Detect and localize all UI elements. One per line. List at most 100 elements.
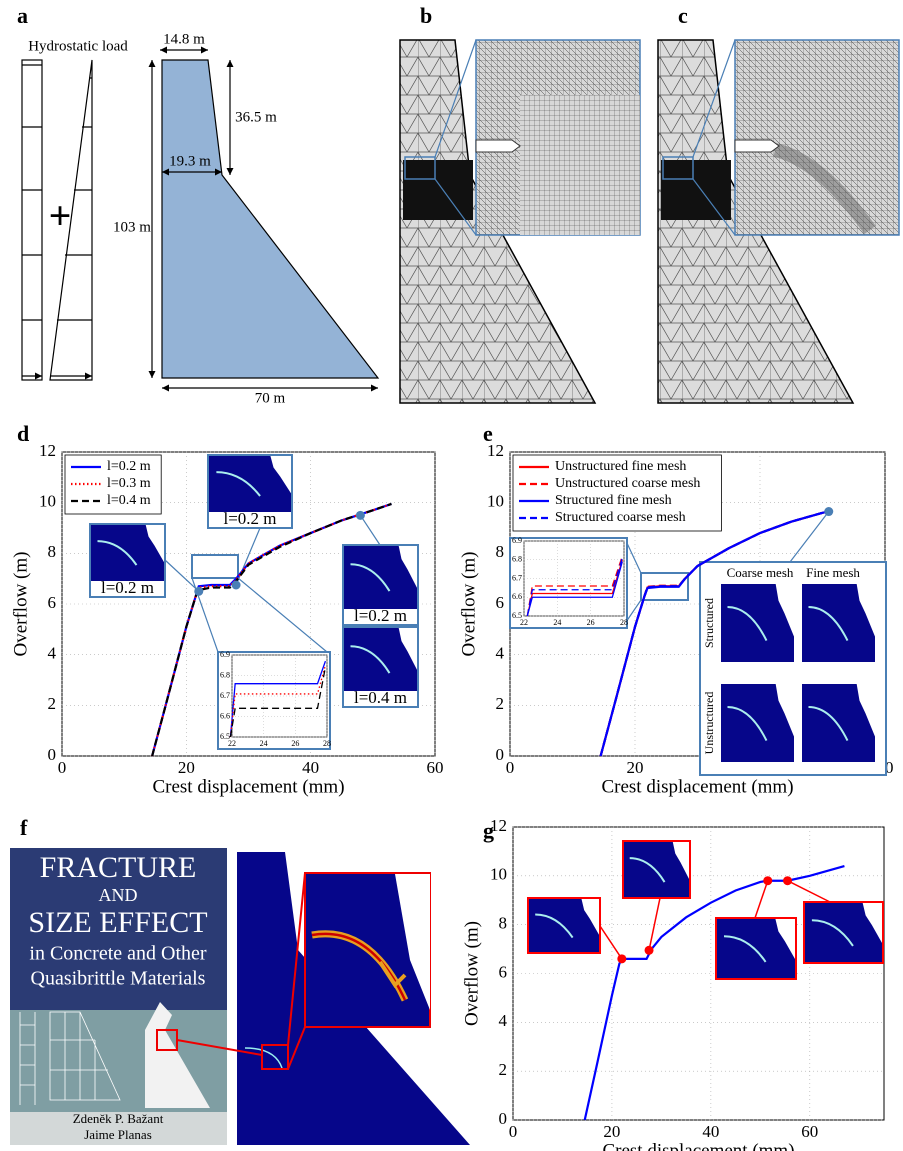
y-axis-label: Overflow (m)	[458, 552, 479, 657]
annotation: l=0.2 m	[223, 509, 276, 528]
panel-letter: c	[678, 3, 688, 28]
panel-letter: d	[17, 421, 29, 446]
marker	[763, 876, 772, 885]
x-axis-label: Crest displacement (mm)	[602, 1140, 794, 1151]
y-tick-label: 6	[48, 593, 57, 612]
x-tick-label: 60	[801, 1122, 818, 1141]
y-tick-label: 4	[48, 644, 57, 663]
inset-y-tick-label: 6.8	[220, 670, 230, 679]
y-tick-label: 8	[48, 542, 57, 561]
x-tick-label: 40	[702, 1122, 719, 1141]
inset-x-tick-label: 28	[323, 739, 331, 748]
inset-y-tick-label: 6.6	[220, 711, 230, 720]
marker	[194, 587, 203, 596]
dimension: 70 m	[255, 390, 286, 406]
dimension: 103 m	[113, 219, 151, 235]
marker	[783, 876, 792, 885]
legend-label: Structured fine mesh	[555, 493, 672, 508]
y-tick-label: 2	[499, 1060, 508, 1079]
y-axis-label: Overflow (m)	[461, 921, 482, 1026]
y-tick-label: 4	[499, 1011, 508, 1030]
y-tick-label: 6	[496, 593, 505, 612]
inset-x-tick-label: 24	[260, 739, 268, 748]
panel-letter: f	[20, 815, 28, 840]
x-tick-label: 0	[58, 758, 67, 777]
inset-y-tick-label: 6.6	[512, 592, 522, 601]
legend-label: Unstructured fine mesh	[555, 459, 686, 474]
inset-y-tick-label: 6.7	[512, 573, 522, 582]
annotation: Coarse mesh	[727, 565, 794, 580]
dimension: 14.8 m	[163, 31, 205, 47]
x-tick-label: 40	[302, 758, 319, 777]
cover-author: Jaime Planas	[84, 1127, 152, 1142]
inset-y-tick-label: 6.9	[220, 650, 230, 659]
cover-title: FRACTURE	[40, 851, 197, 884]
inset-y-tick-label: 6.7	[220, 691, 230, 700]
inset-x-tick-label: 24	[553, 618, 561, 627]
annotation: Fine mesh	[806, 565, 860, 580]
x-tick-label: 0	[506, 758, 515, 777]
load-label: Hydrostatic load	[28, 38, 128, 54]
y-tick-label: 10	[490, 865, 507, 884]
y-tick-label: 12	[487, 441, 504, 460]
figure: a b c d e f g Hydrostatic load + 14.8 m …	[0, 0, 903, 1151]
y-tick-label: 6	[499, 962, 508, 981]
y-tick-label: 10	[487, 492, 504, 511]
inset-x-tick-label: 28	[620, 618, 628, 627]
x-tick-label: 20	[178, 758, 195, 777]
y-tick-label: 8	[496, 542, 505, 561]
panel-b	[400, 40, 640, 403]
x-tick-label: 60	[427, 758, 444, 777]
cover-title: SIZE EFFECT	[28, 906, 207, 939]
inset-x-tick-label: 26	[291, 739, 299, 748]
legend-label: l=0.2 m	[107, 459, 151, 474]
cover-subtitle: Quasibrittle Materials	[31, 968, 206, 990]
panel-c	[658, 40, 899, 403]
inset-x-tick-label: 26	[587, 618, 595, 627]
y-tick-label: 10	[39, 492, 56, 511]
inset-x-tick-label: 22	[228, 739, 236, 748]
x-tick-label: 20	[603, 1122, 620, 1141]
x-axis-label: Crest displacement (mm)	[152, 776, 344, 797]
inset-x-tick-label: 22	[520, 618, 528, 627]
x-tick-label: 0	[509, 1122, 518, 1141]
inset-y-tick-label: 6.9	[512, 536, 522, 545]
marker	[617, 954, 626, 963]
panel-f	[10, 848, 470, 1145]
legend-label: Unstructured coarse mesh	[555, 476, 700, 491]
panel-letter: b	[420, 3, 432, 28]
y-tick-label: 2	[48, 694, 57, 713]
cover-subtitle: in Concrete and Other	[29, 943, 206, 965]
annotation: Unstructured	[702, 692, 716, 755]
y-tick-label: 8	[499, 914, 508, 933]
marker	[232, 581, 241, 590]
annotation: l=0.2 m	[354, 606, 407, 625]
panel-letter: a	[17, 3, 28, 28]
legend-label: l=0.3 m	[107, 476, 151, 491]
y-tick-label: 12	[39, 441, 56, 460]
dimension: 36.5 m	[235, 109, 277, 125]
x-tick-label: 20	[627, 758, 644, 777]
y-tick-label: 12	[490, 816, 507, 835]
cover-author: Zdeněk P. Bažant	[73, 1111, 164, 1126]
inset-y-tick-label: 6.8	[512, 555, 522, 564]
marker	[824, 507, 833, 516]
y-tick-label: 0	[499, 1109, 508, 1128]
plus-sign: +	[49, 193, 72, 238]
annotation: Structured	[702, 598, 716, 648]
y-tick-label: 4	[496, 644, 505, 663]
x-axis-label: Crest displacement (mm)	[601, 776, 793, 797]
legend-label: Structured coarse mesh	[555, 510, 686, 525]
y-tick-label: 0	[496, 745, 505, 764]
y-tick-label: 0	[48, 745, 57, 764]
panel-a	[22, 50, 378, 388]
annotation: l=0.2 m	[101, 578, 154, 597]
y-axis-label: Overflow (m)	[10, 552, 31, 657]
annotation: l=0.4 m	[354, 688, 407, 707]
y-tick-label: 2	[496, 694, 505, 713]
legend-label: l=0.4 m	[107, 493, 151, 508]
marker	[356, 511, 365, 520]
cover-title: AND	[99, 885, 138, 905]
dimension: 19.3 m	[169, 153, 211, 169]
marker	[645, 946, 654, 955]
